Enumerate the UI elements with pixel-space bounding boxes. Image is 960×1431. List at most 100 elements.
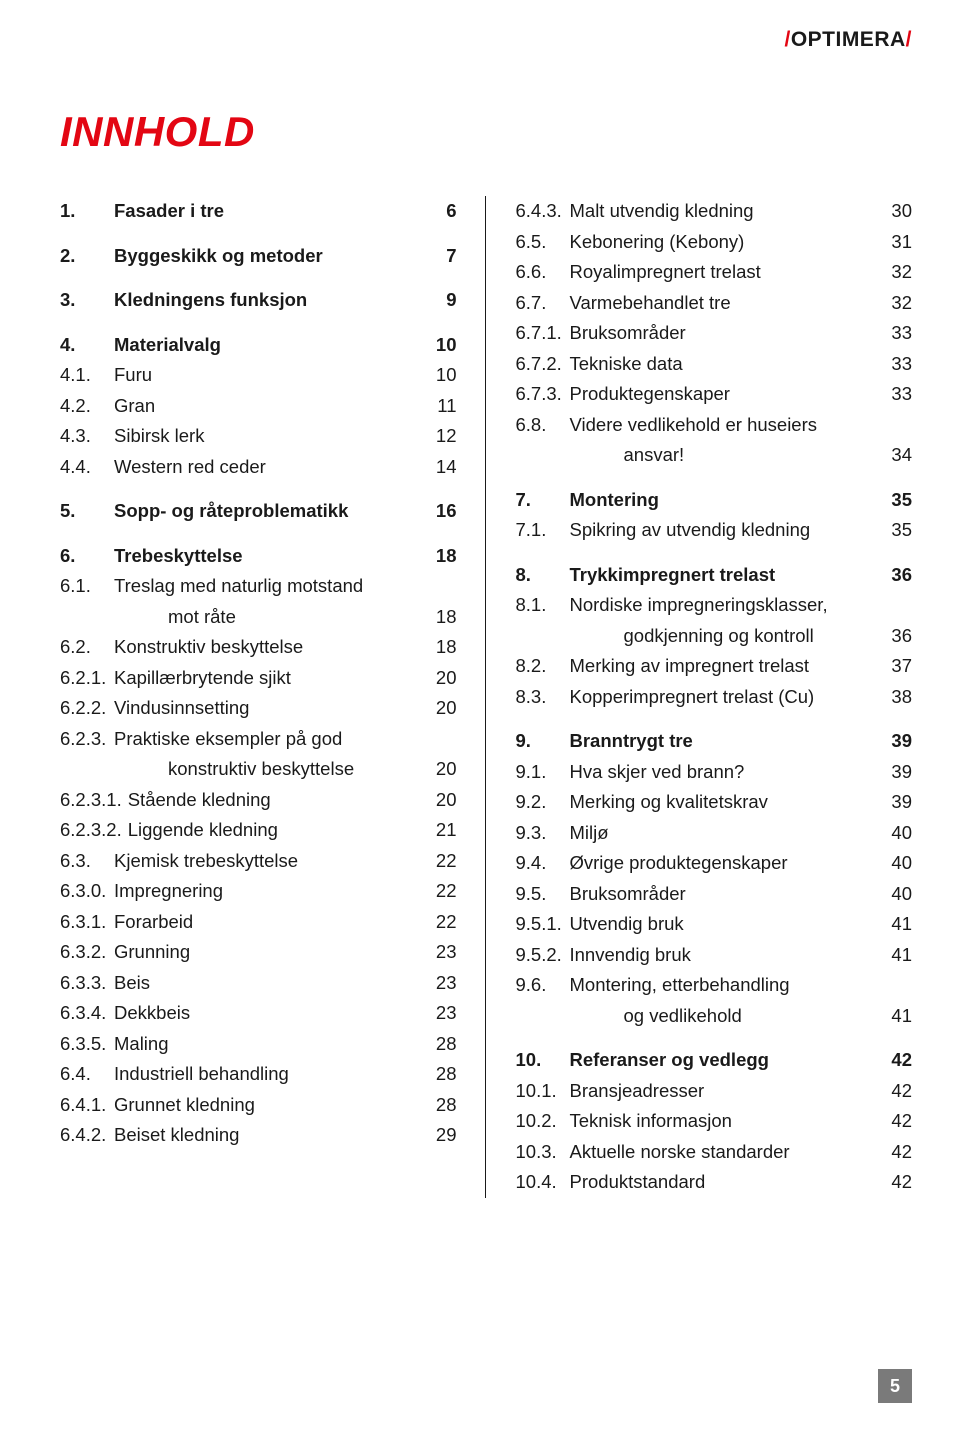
toc-number: 6.7.3. bbox=[516, 379, 570, 410]
toc-page: 41 bbox=[882, 1001, 912, 1032]
toc-left-column: 1.Fasader i tre62.Byggeskikk og metoder7… bbox=[60, 196, 486, 1198]
toc-page: 10 bbox=[427, 360, 457, 391]
toc-label: Montering bbox=[570, 485, 883, 516]
section-gap bbox=[60, 482, 457, 496]
toc-label: Treslag med naturlig motstand bbox=[114, 571, 427, 602]
toc-row: 6.3.4.Dekkbeis23 bbox=[60, 998, 457, 1029]
toc-row: 6.5.Kebonering (Kebony)31 bbox=[516, 227, 913, 258]
toc-page: 23 bbox=[427, 937, 457, 968]
toc-row: 6.3.2.Grunning23 bbox=[60, 937, 457, 968]
toc-row: 4.1.Furu10 bbox=[60, 360, 457, 391]
toc-label: Sibirsk lerk bbox=[114, 421, 427, 452]
toc-row: 9.2.Merking og kvalitetskrav39 bbox=[516, 787, 913, 818]
toc-page: 28 bbox=[427, 1059, 457, 1090]
toc-row: 6.8.Videre vedlikehold er huseiers bbox=[516, 410, 913, 441]
toc-row: 6.6.Royalimpregnert trelast32 bbox=[516, 257, 913, 288]
section-gap bbox=[516, 471, 913, 485]
toc-label: konstruktiv beskyttelse bbox=[114, 754, 427, 785]
toc-number: 6.4.3. bbox=[516, 196, 570, 227]
toc-label: Praktiske eksempler på god bbox=[114, 724, 427, 755]
toc-right-column: 6.4.3.Malt utvendig kledning306.5.Kebone… bbox=[516, 196, 913, 1198]
toc-row: 8.1.Nordiske impregneringsklasser, bbox=[516, 590, 913, 621]
toc-page: 14 bbox=[427, 452, 457, 483]
toc-page: 18 bbox=[427, 632, 457, 663]
toc-page: 32 bbox=[882, 288, 912, 319]
toc-page: 39 bbox=[882, 787, 912, 818]
toc-number: 9.5.2. bbox=[516, 940, 570, 971]
toc-number: 8.2. bbox=[516, 651, 570, 682]
toc-label: Bruksområder bbox=[570, 879, 883, 910]
toc-label: Produktstandard bbox=[570, 1167, 883, 1198]
toc-page: 10 bbox=[427, 330, 457, 361]
toc-label: Øvrige produktegenskaper bbox=[570, 848, 883, 879]
toc-label: godkjenning og kontroll bbox=[570, 621, 883, 652]
toc-page: 20 bbox=[427, 754, 457, 785]
toc-number: 9.1. bbox=[516, 757, 570, 788]
toc-number: 4.4. bbox=[60, 452, 114, 483]
toc-label: Produktegenskaper bbox=[570, 379, 883, 410]
toc-number: 9.6. bbox=[516, 970, 570, 1001]
toc-label: Trykkimpregnert trelast bbox=[570, 560, 883, 591]
toc-label: Gran bbox=[114, 391, 427, 422]
toc-label: Branntrygt tre bbox=[570, 726, 883, 757]
toc-number: 9.4. bbox=[516, 848, 570, 879]
toc-page: 20 bbox=[427, 785, 457, 816]
toc-number: 6.4.2. bbox=[60, 1120, 114, 1151]
toc-number: 6.2.3. bbox=[60, 724, 114, 755]
toc-row: 6.2.1.Kapillærbrytende sjikt20 bbox=[60, 663, 457, 694]
section-gap bbox=[516, 1031, 913, 1045]
toc-label: Aktuelle norske standarder bbox=[570, 1137, 883, 1168]
toc-row: mot råte18 bbox=[60, 602, 457, 633]
toc-row: 8.2.Merking av impregnert trelast37 bbox=[516, 651, 913, 682]
toc-page: 33 bbox=[882, 379, 912, 410]
toc-label: Malt utvendig kledning bbox=[570, 196, 883, 227]
toc-label: Spikring av utvendig kledning bbox=[570, 515, 883, 546]
toc-page: 40 bbox=[882, 879, 912, 910]
toc-page: 41 bbox=[882, 909, 912, 940]
toc-page: 34 bbox=[882, 440, 912, 471]
toc-number: 4.1. bbox=[60, 360, 114, 391]
toc-row: godkjenning og kontroll36 bbox=[516, 621, 913, 652]
toc-page: 42 bbox=[882, 1106, 912, 1137]
toc-row: 6.3.0.Impregnering22 bbox=[60, 876, 457, 907]
toc-row: 6.Trebeskyttelse18 bbox=[60, 541, 457, 572]
toc-page: 31 bbox=[882, 227, 912, 258]
toc-page: 22 bbox=[427, 907, 457, 938]
toc-row: 10.Referanser og vedlegg42 bbox=[516, 1045, 913, 1076]
toc-number: 2. bbox=[60, 241, 114, 272]
toc-page: 20 bbox=[427, 693, 457, 724]
toc-label: Konstruktiv beskyttelse bbox=[114, 632, 427, 663]
toc-label: Beiset kledning bbox=[114, 1120, 427, 1151]
toc-label: Merking og kvalitetskrav bbox=[570, 787, 883, 818]
toc-number: 6.7. bbox=[516, 288, 570, 319]
toc-label: Kledningens funksjon bbox=[114, 285, 427, 316]
toc-page: 23 bbox=[427, 998, 457, 1029]
toc-row: 6.7.1.Bruksområder33 bbox=[516, 318, 913, 349]
toc-page: 40 bbox=[882, 818, 912, 849]
toc-row: 9.6.Montering, etterbehandling bbox=[516, 970, 913, 1001]
toc-page: 37 bbox=[882, 651, 912, 682]
toc-row: 5.Sopp- og råteproblematikk16 bbox=[60, 496, 457, 527]
toc-row: 4.4.Western red ceder14 bbox=[60, 452, 457, 483]
toc-row: 4.3.Sibirsk lerk12 bbox=[60, 421, 457, 452]
toc-number: 6.8. bbox=[516, 410, 570, 441]
toc-row: 7.Montering35 bbox=[516, 485, 913, 516]
toc-page: 40 bbox=[882, 848, 912, 879]
toc-page: 39 bbox=[882, 726, 912, 757]
toc-row: 6.2.3.Praktiske eksempler på god bbox=[60, 724, 457, 755]
toc-label: Byggeskikk og metoder bbox=[114, 241, 427, 272]
toc-label: Fasader i tre bbox=[114, 196, 427, 227]
toc-page: 33 bbox=[882, 318, 912, 349]
toc-number: 9. bbox=[516, 726, 570, 757]
toc-label: Referanser og vedlegg bbox=[570, 1045, 883, 1076]
toc-number: 6.7.2. bbox=[516, 349, 570, 380]
toc-label: Miljø bbox=[570, 818, 883, 849]
toc-number: 6.3. bbox=[60, 846, 114, 877]
toc-number: 9.3. bbox=[516, 818, 570, 849]
toc-page: 22 bbox=[427, 846, 457, 877]
toc-label: Furu bbox=[114, 360, 427, 391]
toc-number: 6.7.1. bbox=[516, 318, 570, 349]
toc-page: 11 bbox=[427, 391, 457, 422]
toc-label: Western red ceder bbox=[114, 452, 427, 483]
toc-page: 42 bbox=[882, 1076, 912, 1107]
